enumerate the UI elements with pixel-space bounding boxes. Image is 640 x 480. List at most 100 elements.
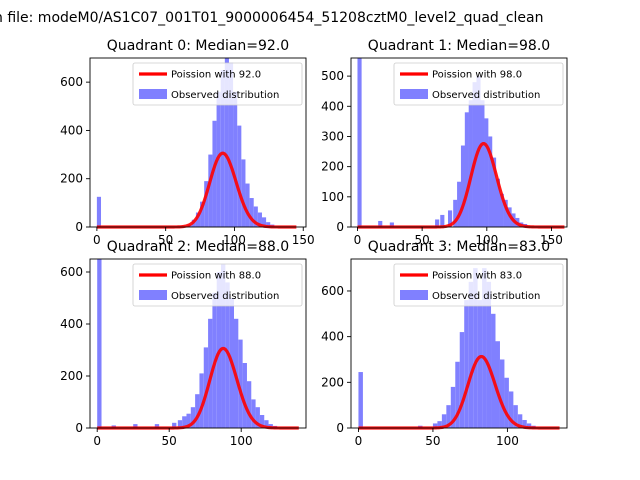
histogram-bar — [389, 222, 394, 227]
axes-frame — [89, 57, 307, 228]
panel-quadrant-0: 0 50 100 150 0 200 400 600 Quadrant 0: Median=92… — [60, 38, 315, 247]
histogram-bar — [133, 424, 138, 428]
histogram-bar — [221, 264, 226, 428]
x-tick-label: 100 — [230, 434, 253, 448]
legend-label-observed: Observed distribution — [171, 291, 279, 302]
y-tick-label: 200 — [321, 160, 344, 174]
y-tick-label: 200 — [60, 369, 83, 383]
histogram-bar — [97, 259, 102, 428]
histogram-bar — [233, 91, 238, 227]
histogram-bar — [491, 313, 496, 428]
histogram-bar — [212, 120, 217, 227]
x-tick-label: 50 — [162, 434, 177, 448]
histogram-bar — [195, 394, 200, 428]
histogram-bar — [268, 424, 273, 428]
panel-quadrant-2: 0 50 100 0 200 400 600 Quadrant 2: Median=88.0 P… — [60, 239, 307, 448]
histogram-bar — [154, 424, 160, 428]
panel-title: Quadrant 0: Median=92.0 — [107, 38, 289, 54]
histogram-bar — [177, 420, 183, 428]
x-tick-label: 150 — [292, 233, 315, 247]
x-tick-label: 0 — [354, 233, 362, 247]
histogram-bar — [199, 373, 204, 428]
x-tick-label: 0 — [93, 233, 101, 247]
histogram-bar — [96, 196, 102, 227]
histogram-bar — [358, 372, 363, 428]
poisson-curve — [96, 151, 297, 229]
histogram-bar — [473, 268, 478, 428]
x-tick-label: 50 — [158, 233, 173, 247]
y-tick-label: 600 — [60, 75, 83, 89]
histogram-bar — [237, 125, 242, 227]
y-tick-label: 200 — [321, 375, 344, 389]
histogram-bar — [249, 198, 254, 227]
legend-label-observed: Observed distribution — [432, 90, 540, 101]
histogram-bar — [517, 414, 523, 428]
legend-label-observed: Observed distribution — [432, 291, 540, 302]
y-tick-label: 300 — [321, 129, 344, 143]
histogram-bar — [522, 420, 527, 428]
histogram-bar — [241, 159, 246, 227]
histogram-bar — [477, 300, 483, 428]
histogram-bar — [499, 193, 504, 227]
histogram-bar — [495, 178, 501, 227]
y-tick-label: 0 — [336, 220, 344, 234]
histogram-bar — [182, 416, 187, 428]
histogram-bar — [482, 268, 487, 428]
histogram-bar — [208, 154, 213, 227]
histogram-bar — [459, 332, 465, 428]
histogram-bar — [513, 405, 518, 428]
axes-frame — [89, 258, 307, 429]
histogram-bar — [508, 391, 514, 428]
histogram-bar — [484, 118, 489, 227]
histogram-bar — [242, 363, 247, 428]
histogram-bar — [261, 217, 267, 227]
histogram-bar — [246, 381, 252, 428]
histogram-bar — [220, 70, 225, 227]
panel-quadrant-3: 0 50 100 0 200 400 600 Quadrant 3: Median=83.0 P… — [321, 239, 568, 448]
x-tick-label: 0 — [355, 434, 363, 448]
y-tick-label: 600 — [60, 265, 83, 279]
histogram-bar — [468, 281, 474, 428]
histogram-bar — [228, 62, 234, 228]
histogram-bar — [266, 222, 271, 227]
histogram-bar — [472, 82, 477, 228]
histogram-bar — [526, 423, 532, 428]
histogram-bar — [357, 58, 362, 227]
histogram-bar — [488, 136, 493, 227]
x-tick-label: 0 — [93, 434, 101, 448]
histogram-bar — [259, 415, 265, 428]
x-tick-label: 50 — [425, 434, 440, 448]
histogram-bar — [432, 423, 438, 428]
histogram-bar — [455, 361, 460, 428]
legend-label-poisson: Poission with 92.0 — [171, 70, 261, 81]
panels-container: 0 50 100 150 0 200 400 600 Quadrant 0: Median=92… — [60, 38, 568, 448]
axes-frame — [350, 57, 568, 228]
histogram-bar — [172, 422, 177, 428]
histogram-bar — [441, 414, 447, 428]
y-tick-label: 400 — [60, 123, 83, 137]
x-tick-label: 100 — [475, 233, 498, 247]
histogram-bar — [499, 359, 505, 428]
histogram-bar — [460, 145, 466, 227]
x-tick-label: 100 — [496, 434, 519, 448]
y-tick-label: 0 — [75, 220, 83, 234]
histogram-bar — [450, 386, 456, 428]
histogram-bar — [190, 407, 196, 428]
legend-swatch-observed — [400, 89, 428, 99]
histogram-bar — [203, 347, 209, 428]
x-tick-label: 50 — [414, 233, 429, 247]
histogram-bar — [253, 206, 258, 227]
y-tick-label: 600 — [321, 284, 344, 298]
histogram-bar — [453, 199, 458, 227]
histogram-bar — [238, 339, 243, 428]
histogram-bar — [457, 181, 462, 227]
legend-label-observed: Observed distribution — [171, 90, 279, 101]
legend-swatch-observed — [400, 290, 428, 300]
panel-title: Quadrant 3: Median=83.0 — [368, 239, 550, 255]
histogram-bar — [495, 341, 500, 428]
histogram-bar — [448, 210, 453, 227]
legend-box — [132, 263, 303, 307]
histogram-bar — [435, 219, 440, 227]
histogram-bar — [464, 112, 469, 227]
histogram-bar — [251, 399, 256, 428]
